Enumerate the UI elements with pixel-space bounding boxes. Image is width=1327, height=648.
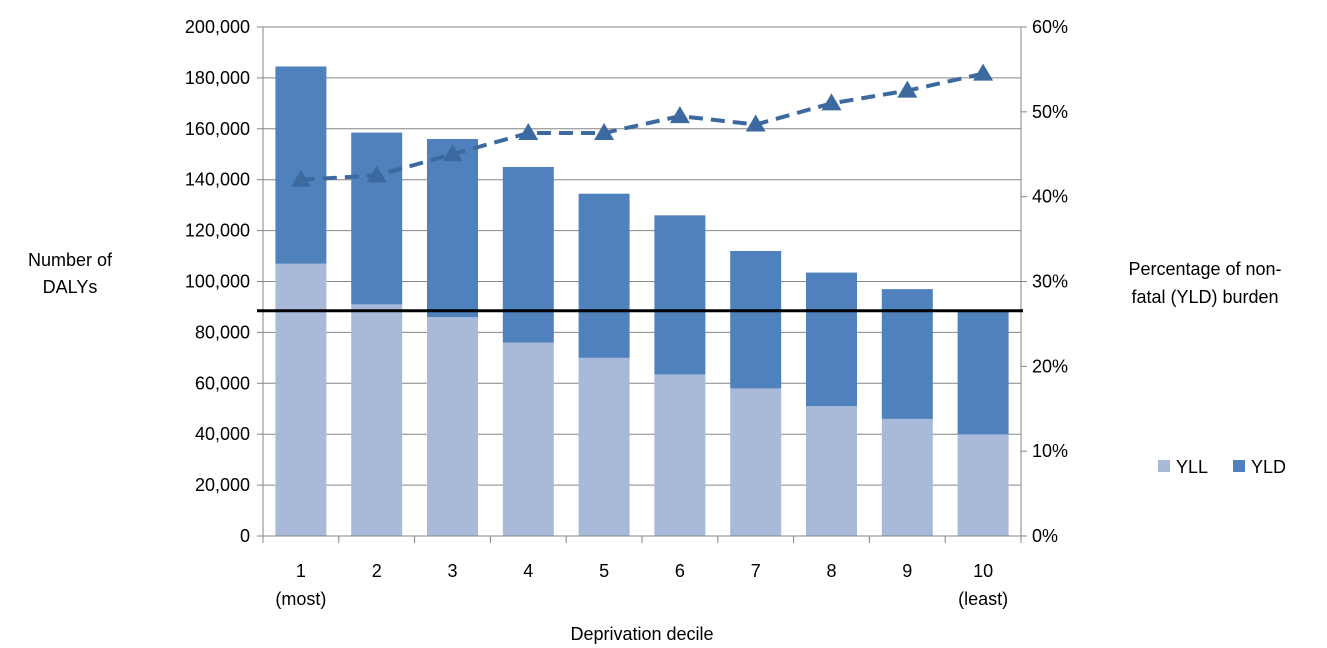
y-tick-label: 180,000 xyxy=(185,68,250,88)
x-tick-label: 10 xyxy=(973,561,993,581)
bar-yld xyxy=(502,166,554,343)
legend-swatch-yll xyxy=(1158,460,1170,472)
bar-yld xyxy=(275,66,327,264)
bar-yll xyxy=(351,304,403,536)
y-right-tick-label: 50% xyxy=(1032,102,1068,122)
x-tick-label: 2 xyxy=(372,561,382,581)
y-right-tick-label: 30% xyxy=(1032,272,1068,292)
y-tick-label: 160,000 xyxy=(185,119,250,139)
x-tick-label: 1 xyxy=(296,561,306,581)
bar-yld xyxy=(881,289,933,419)
y-tick-label: 60,000 xyxy=(195,373,250,393)
y-tick-label: 20,000 xyxy=(195,475,250,495)
x-tick-label: 4 xyxy=(523,561,533,581)
bar-yld xyxy=(351,132,403,305)
bar-yll xyxy=(427,317,478,536)
y-tick-label: 40,000 xyxy=(195,424,250,444)
x-tick-label: 5 xyxy=(599,561,609,581)
bar-yll xyxy=(578,357,630,536)
bar-yld xyxy=(957,310,1009,435)
tick-labels: 0 20,000 40,000 60,000 80,000 100,000 120,000 1… xyxy=(185,17,1068,609)
bar-yld xyxy=(730,250,782,389)
line-point xyxy=(594,123,615,141)
legend-swatch-yld xyxy=(1233,460,1245,472)
x-tick-label: 3 xyxy=(447,561,457,581)
line-point xyxy=(821,93,842,111)
y-tick-label: 0 xyxy=(240,526,250,546)
bar-yld xyxy=(654,215,706,375)
line-point xyxy=(745,114,766,132)
x-tick-label: 6 xyxy=(675,561,685,581)
bar-yld xyxy=(578,193,630,358)
y-tick-label: 120,000 xyxy=(185,221,250,241)
line-point xyxy=(973,63,994,81)
bar-yll xyxy=(957,434,1009,536)
y-axis-title-line-1: Number of xyxy=(28,250,113,270)
bar-yll xyxy=(654,374,706,536)
y-axis-right-title-line-2: fatal (YLD) burden xyxy=(1131,287,1278,307)
line-point xyxy=(518,123,539,141)
percentage-line xyxy=(290,63,994,187)
y-right-tick-label: 40% xyxy=(1032,187,1068,207)
y-tick-label: 80,000 xyxy=(195,322,250,342)
bars xyxy=(275,66,1009,536)
line-point xyxy=(897,80,918,98)
legend-label-yll: YLL xyxy=(1176,457,1208,477)
y-right-tick-label: 60% xyxy=(1032,17,1068,37)
y-axis-right-title-line-1: Percentage of non- xyxy=(1128,259,1281,279)
y-right-tick-label: 0% xyxy=(1032,526,1058,546)
y-tick-label: 100,000 xyxy=(185,272,250,292)
y-right-tick-label: 10% xyxy=(1032,441,1068,461)
legend: YLL YLD xyxy=(1158,457,1286,477)
y-tick-label: 140,000 xyxy=(185,170,250,190)
line-point xyxy=(442,144,463,162)
x-axis-title: Deprivation decile xyxy=(570,624,713,644)
y-right-tick-label: 20% xyxy=(1032,356,1068,376)
bar-yld xyxy=(427,138,478,318)
y-tick-label: 200,000 xyxy=(185,17,250,37)
x-tick-label: 9 xyxy=(902,561,912,581)
x-tick-sublabel: (least) xyxy=(958,589,1008,609)
y-axis-title-line-2: DALYs xyxy=(43,277,98,297)
line-point xyxy=(669,106,690,124)
line-point xyxy=(290,169,311,187)
x-tick-label: 8 xyxy=(826,561,836,581)
bar-yll xyxy=(275,263,327,536)
line-point xyxy=(366,165,387,183)
bar-yll xyxy=(806,406,857,536)
bar-yld xyxy=(806,272,857,407)
bar-yll xyxy=(730,388,782,536)
x-tick-sublabel: (most) xyxy=(275,589,326,609)
axes xyxy=(257,26,1027,543)
bar-yll xyxy=(502,342,554,536)
x-tick-label: 7 xyxy=(751,561,761,581)
percentage-line-path xyxy=(300,71,984,182)
bar-yll xyxy=(881,418,933,536)
legend-label-yld: YLD xyxy=(1251,457,1286,477)
